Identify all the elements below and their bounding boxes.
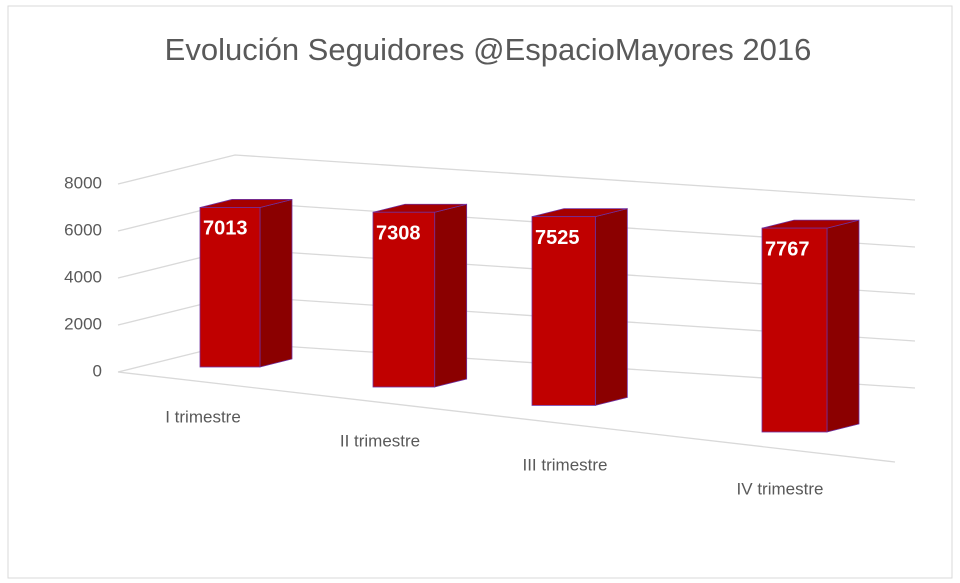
- y-tick-label: 2000: [64, 314, 102, 333]
- bar: [199, 207, 261, 368]
- bar: [761, 227, 828, 433]
- bar: [531, 216, 596, 406]
- grid-line: [117, 154, 916, 201]
- bar-side: [594, 208, 628, 406]
- bar-side: [259, 198, 293, 368]
- y-tick-label: 4000: [64, 267, 102, 286]
- chart-title: Evolución Seguidores @EspacioMayores 201…: [165, 32, 812, 67]
- bar-side: [826, 219, 860, 433]
- y-tick-label: 0: [93, 361, 102, 380]
- x-tick-label: III trimestre: [522, 455, 607, 474]
- bar: [372, 211, 436, 388]
- value-label: 7308: [376, 223, 421, 245]
- x-tick-label: IV trimestre: [737, 479, 824, 498]
- x-tick-label: I trimestre: [165, 407, 241, 426]
- value-label: 7525: [535, 227, 580, 249]
- y-tick-label: 8000: [64, 173, 102, 192]
- y-tick-label: 6000: [64, 220, 102, 239]
- bar-side: [434, 203, 468, 388]
- value-label: 7013: [203, 218, 248, 240]
- floor-edge: [117, 371, 896, 463]
- x-tick-label: II trimestre: [340, 431, 420, 450]
- value-label: 7767: [765, 238, 810, 260]
